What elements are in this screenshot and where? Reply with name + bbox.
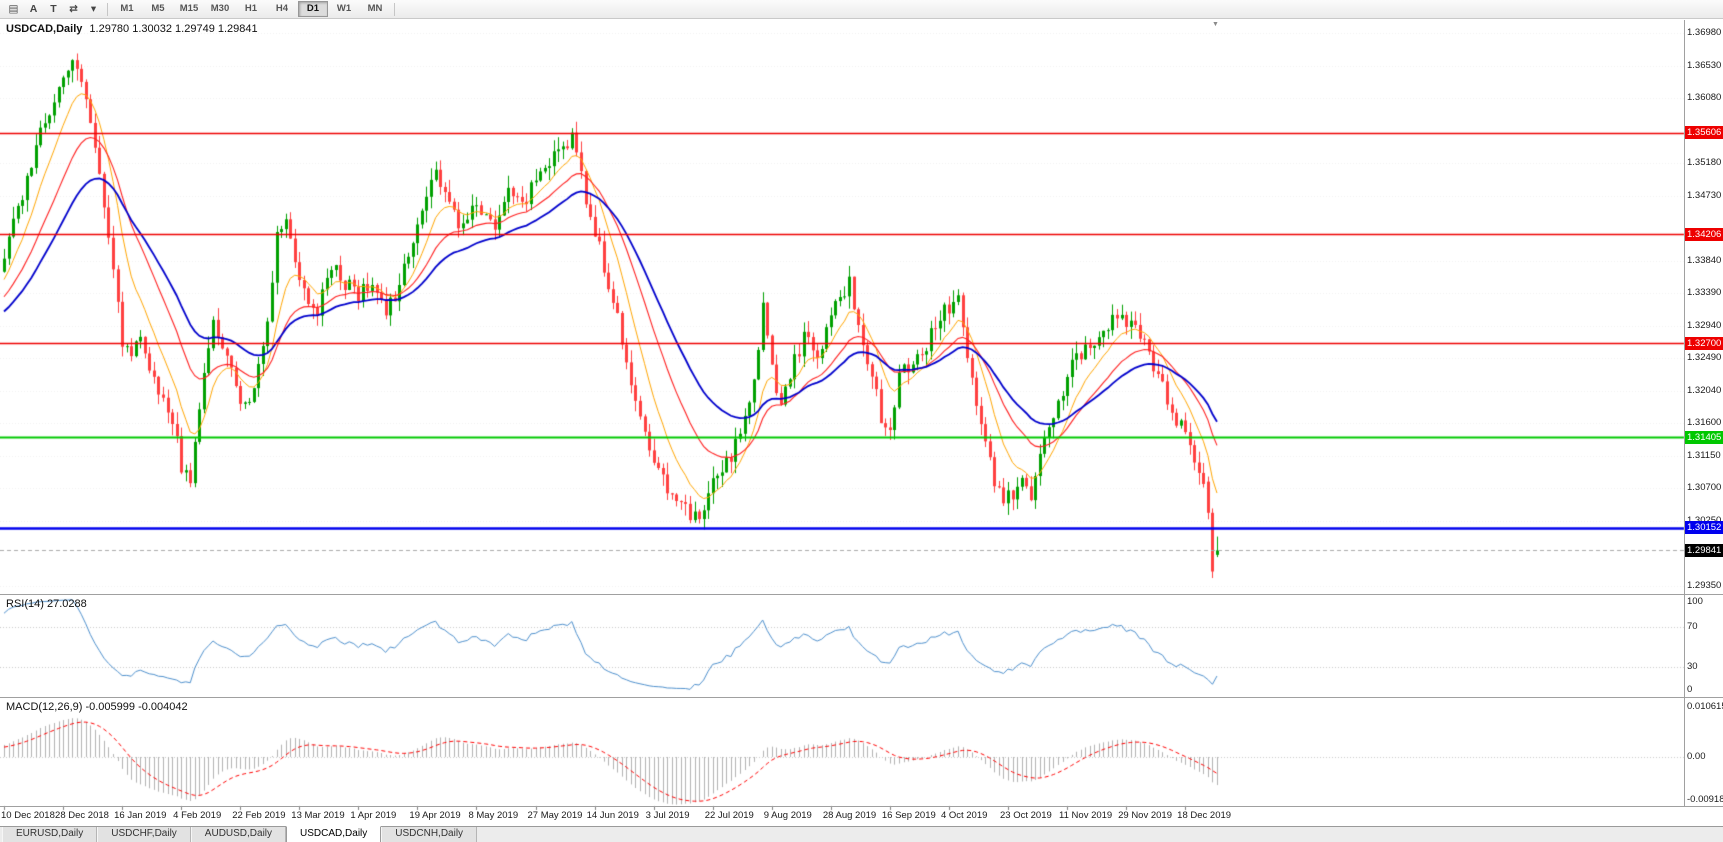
- level-price-tag[interactable]: 1.30152: [1685, 521, 1723, 535]
- timeframe-w1[interactable]: W1: [336, 3, 352, 14]
- chart-title: USDCAD,Daily 1.29780 1.30032 1.29749 1.29…: [6, 23, 258, 35]
- date-label: 14 Jun 2019: [586, 810, 639, 821]
- price-axis-tick: 1.31150: [1687, 449, 1721, 461]
- chart-tab-usdcnh[interactable]: USDCNH,Daily: [381, 827, 478, 842]
- date-label: 18 Dec 2019: [1177, 810, 1232, 821]
- axis-border: [1684, 20, 1685, 806]
- chart-tab-usdchf[interactable]: USDCHF,Daily: [97, 827, 191, 842]
- timeframe-m15[interactable]: M15: [179, 3, 199, 14]
- price-axis-tick: 1.34730: [1687, 190, 1722, 202]
- date-label: 16 Sep 2019: [881, 810, 936, 821]
- date-label: 11 Nov 2019: [1059, 810, 1113, 821]
- date-label: 29 Nov 2019: [1118, 810, 1172, 821]
- tools-caret-icon[interactable]: ▾: [90, 3, 97, 15]
- pane-separator-macd-time: [0, 806, 1723, 807]
- current-price-tag: 1.29841: [1685, 543, 1723, 557]
- timeframe-h4[interactable]: H4: [275, 3, 289, 14]
- timeframe-mn[interactable]: MN: [367, 3, 383, 14]
- date-label: 28 Dec 2018: [55, 810, 109, 821]
- date-label: 9 Aug 2019: [763, 810, 812, 821]
- chart-tab-eurusd[interactable]: EURUSD,Daily: [2, 827, 98, 842]
- rsi-axis-label: 70: [1687, 621, 1698, 632]
- chart-tabs-bar: EURUSD,Daily USDCHF,Daily AUDUSD,Daily USDC…: [0, 826, 1723, 842]
- macd-axis-label: 0.00: [1687, 751, 1706, 762]
- rsi-indicator-label: RSI(14) 27.0288: [6, 598, 87, 610]
- chart-shift-marker: ▼: [1212, 21, 1219, 28]
- date-label: 22 Jul 2019: [704, 810, 754, 821]
- chart-title-symbol: USDCAD,Daily: [6, 23, 83, 35]
- date-label: 4 Feb 2019: [173, 810, 222, 821]
- macd-axis-label: -0.00918: [1687, 794, 1723, 805]
- level-price-tag[interactable]: 1.34206: [1685, 227, 1723, 241]
- date-label: 1 Apr 2019: [350, 810, 397, 821]
- price-axis-tick: 1.36980: [1687, 27, 1722, 38]
- price-axis-tick: 1.32040: [1687, 385, 1722, 397]
- date-label: 23 Oct 2019: [1000, 810, 1052, 821]
- chart-tab-usdcad[interactable]: USDCAD,Daily: [286, 826, 382, 842]
- date-label: 27 May 2019: [527, 810, 583, 821]
- chart-area[interactable]: ▼ USDCAD,Daily 1.29780 1.30032 1.29749 1.…: [0, 20, 1723, 826]
- chart-shift-icon[interactable]: ⇄: [69, 3, 78, 15]
- price-axis-tick: 1.33390: [1687, 287, 1722, 299]
- price-axis-tick: 1.32940: [1687, 319, 1722, 331]
- date-label: 4 Oct 2019: [940, 810, 988, 821]
- date-label: 19 Apr 2019: [409, 810, 461, 821]
- toolbar-separator: [394, 2, 395, 16]
- price-axis-tick: 1.35180: [1687, 157, 1722, 169]
- date-label: 13 Mar 2019: [291, 810, 345, 821]
- timeframe-m30[interactable]: M30: [210, 3, 230, 14]
- rsi-axis-label: 0: [1687, 684, 1693, 695]
- price-axis-tick: 1.29350: [1687, 580, 1722, 591]
- pane-separator-main-rsi[interactable]: [0, 594, 1723, 595]
- annotate-a-icon[interactable]: A: [29, 3, 38, 15]
- price-axis-tick: 1.36530: [1687, 59, 1722, 71]
- date-label: 16 Jan 2019: [114, 810, 167, 821]
- rsi-axis-label: 100: [1687, 596, 1703, 607]
- macd-axis-label: 0.010615: [1687, 701, 1723, 712]
- toolbar-icons: ▤ A T ⇄ ▾: [4, 1, 103, 18]
- chart-canvas[interactable]: [0, 20, 1723, 826]
- timeframe-m5[interactable]: M5: [151, 3, 165, 14]
- level-price-tag[interactable]: 1.32700: [1685, 336, 1723, 350]
- price-axis-tick: 1.36080: [1687, 92, 1722, 104]
- date-label: 22 Feb 2019: [232, 810, 286, 821]
- macd-indicator-label: MACD(12,26,9) -0.005999 -0.004042: [6, 701, 188, 713]
- timeframe-buttons: M1 M5 M15 M30 H1 H4 D1 W1 MN: [112, 1, 390, 17]
- price-axis-tick: 1.30250: [1687, 514, 1722, 526]
- rsi-axis-label: 30: [1687, 661, 1698, 672]
- chart-tab-audusd[interactable]: AUDUSD,Daily: [190, 827, 287, 842]
- date-label: 3 Jul 2019: [645, 810, 690, 821]
- pane-separator-rsi-macd[interactable]: [0, 697, 1723, 698]
- level-price-tag[interactable]: 1.35606: [1685, 126, 1723, 140]
- price-axis-tick: 1.32490: [1687, 352, 1722, 364]
- annotate-t-icon[interactable]: T: [50, 3, 57, 15]
- date-label: 10 Dec 2018: [1, 810, 55, 821]
- price-axis-tick: 1.33840: [1687, 254, 1722, 266]
- price-axis-tick: 1.31600: [1687, 416, 1722, 428]
- date-label: 28 Aug 2019: [822, 810, 877, 821]
- timeframe-h1[interactable]: H1: [244, 3, 258, 14]
- timeframe-d1[interactable]: D1: [298, 1, 328, 17]
- timeframe-m1[interactable]: M1: [120, 3, 134, 14]
- price-axis-tick: 1.30700: [1687, 482, 1722, 494]
- chart-title-ohlc: 1.29780 1.30032 1.29749 1.29841: [89, 23, 258, 35]
- toolbar-separator: [107, 2, 108, 16]
- windows-list-icon[interactable]: ▤: [8, 3, 19, 15]
- date-label: 8 May 2019: [468, 810, 519, 821]
- toolbar: ▤ A T ⇄ ▾ M1 M5 M15 M30 H1 H4 D1 W1 MN: [0, 0, 1723, 19]
- level-price-tag[interactable]: 1.31405: [1685, 430, 1723, 444]
